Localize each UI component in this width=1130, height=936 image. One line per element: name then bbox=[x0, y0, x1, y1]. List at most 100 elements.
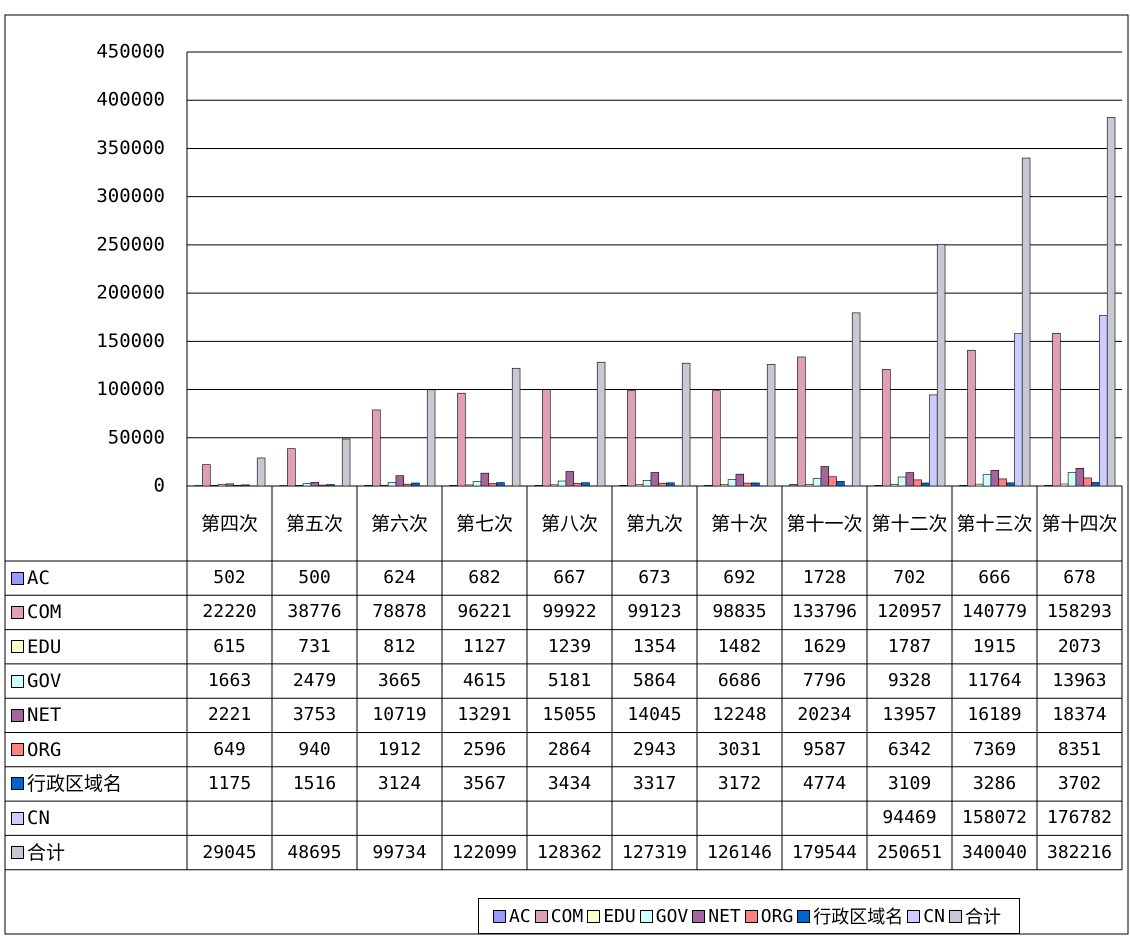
table-value: 16189 bbox=[967, 704, 1022, 726]
legend-key bbox=[11, 674, 24, 688]
table-value: 731 bbox=[298, 635, 331, 657]
legend-key bbox=[11, 708, 24, 722]
table-value: 4774 bbox=[802, 772, 847, 794]
table-value: 8351 bbox=[1057, 738, 1102, 760]
legend-item: 合计 bbox=[948, 903, 1001, 929]
table-value: 120957 bbox=[876, 601, 943, 623]
bar bbox=[1075, 467, 1085, 487]
bar bbox=[766, 364, 776, 487]
table-value: 1127 bbox=[462, 635, 507, 657]
table-value: 13291 bbox=[457, 704, 512, 726]
table-value: 624 bbox=[383, 567, 416, 589]
table-value: 5181 bbox=[547, 670, 592, 692]
x-tick-label: 第六次 bbox=[370, 512, 428, 535]
x-tick-label: 第八次 bbox=[540, 512, 598, 535]
row-label: 行政区域名 bbox=[5, 767, 187, 801]
legend-text: AC bbox=[509, 905, 531, 927]
bar bbox=[751, 482, 760, 487]
row-label-text: 行政区域名 bbox=[27, 772, 123, 795]
y-tick-label: 350000 bbox=[96, 137, 165, 159]
legend-text: NET bbox=[708, 905, 741, 927]
table-value: 1354 bbox=[632, 635, 677, 657]
legend-item: EDU bbox=[587, 906, 636, 927]
table-value: 15055 bbox=[542, 704, 597, 726]
bar bbox=[426, 389, 436, 487]
bar bbox=[565, 471, 575, 487]
row-label-text: CN bbox=[27, 807, 50, 830]
chart-border bbox=[4, 14, 1129, 935]
bar bbox=[411, 482, 420, 487]
y-tick-label: 100000 bbox=[96, 378, 165, 400]
table-value: 29045 bbox=[202, 841, 257, 863]
legend-text: COM bbox=[550, 905, 584, 927]
row-label: COM bbox=[5, 595, 187, 629]
bar bbox=[929, 394, 938, 487]
bar bbox=[836, 481, 845, 487]
legend-key bbox=[639, 909, 653, 923]
legend-key bbox=[948, 909, 962, 923]
bar bbox=[882, 369, 891, 487]
x-tick-label: 第十次 bbox=[710, 512, 768, 535]
table-value: 9587 bbox=[802, 738, 847, 760]
table-value: 1663 bbox=[207, 670, 252, 692]
table-value: 2596 bbox=[462, 738, 507, 760]
table-value: 682 bbox=[468, 567, 501, 589]
table-value: 702 bbox=[893, 567, 926, 589]
bar bbox=[990, 470, 1000, 487]
bar bbox=[627, 390, 636, 487]
x-tick-label: 第十二次 bbox=[871, 512, 948, 535]
row-label: 合计 bbox=[5, 835, 187, 869]
y-tick-label: 250000 bbox=[96, 233, 165, 255]
y-tick-label: 50000 bbox=[108, 426, 165, 448]
bar bbox=[936, 243, 946, 487]
legend-text: 行政区域名 bbox=[813, 907, 904, 928]
legend-key bbox=[744, 909, 758, 923]
legend-text: ORG bbox=[760, 905, 794, 927]
legend-key bbox=[493, 909, 507, 923]
row-label: GOV bbox=[5, 664, 187, 698]
legend-key bbox=[11, 640, 24, 654]
legend-key bbox=[907, 909, 921, 923]
x-tick-label: 第四次 bbox=[200, 512, 258, 535]
legend-item: GOV bbox=[639, 905, 689, 927]
table-value: 1239 bbox=[547, 635, 592, 657]
table-value: 7369 bbox=[972, 738, 1017, 760]
table-value: 673 bbox=[638, 567, 671, 589]
table-value: 1787 bbox=[887, 635, 932, 657]
bar bbox=[310, 482, 320, 487]
bar bbox=[542, 389, 551, 487]
bar bbox=[496, 482, 505, 487]
table-value: 179544 bbox=[791, 841, 858, 863]
table-value: 99123 bbox=[627, 601, 682, 623]
table-value: 3665 bbox=[377, 670, 422, 692]
table-value: 94469 bbox=[882, 807, 937, 829]
bar bbox=[241, 484, 250, 487]
table-value: 615 bbox=[213, 635, 246, 657]
table-value: 6686 bbox=[717, 670, 762, 692]
x-tick-label: 第十一次 bbox=[786, 512, 863, 535]
table-value: 11764 bbox=[967, 670, 1022, 692]
legend-text: GOV bbox=[655, 905, 689, 927]
x-tick-label: 第十三次 bbox=[956, 512, 1033, 535]
row-label-text: ORG bbox=[27, 738, 62, 761]
legend: AC COM EDU GOV NET ORG 行政区域名 CN 合计 bbox=[478, 898, 1020, 934]
bar bbox=[372, 409, 381, 487]
table-value: 98835 bbox=[712, 601, 767, 623]
table-value: 812 bbox=[383, 635, 416, 657]
table-value: 18374 bbox=[1052, 704, 1107, 726]
table-value: 10719 bbox=[372, 704, 427, 726]
bar bbox=[1014, 333, 1023, 487]
table-value: 1629 bbox=[802, 635, 847, 657]
table-value: 140779 bbox=[961, 601, 1028, 623]
table-value: 1915 bbox=[972, 635, 1017, 657]
bar bbox=[395, 475, 405, 487]
bar bbox=[256, 457, 266, 487]
table-value: 2221 bbox=[207, 704, 252, 726]
table-value: 666 bbox=[978, 567, 1011, 589]
table-value: 6342 bbox=[887, 738, 932, 760]
table-value: 502 bbox=[213, 567, 246, 589]
row-label: NET bbox=[5, 698, 187, 732]
row-label-text: GOV bbox=[27, 670, 62, 693]
legend-key bbox=[11, 743, 24, 757]
